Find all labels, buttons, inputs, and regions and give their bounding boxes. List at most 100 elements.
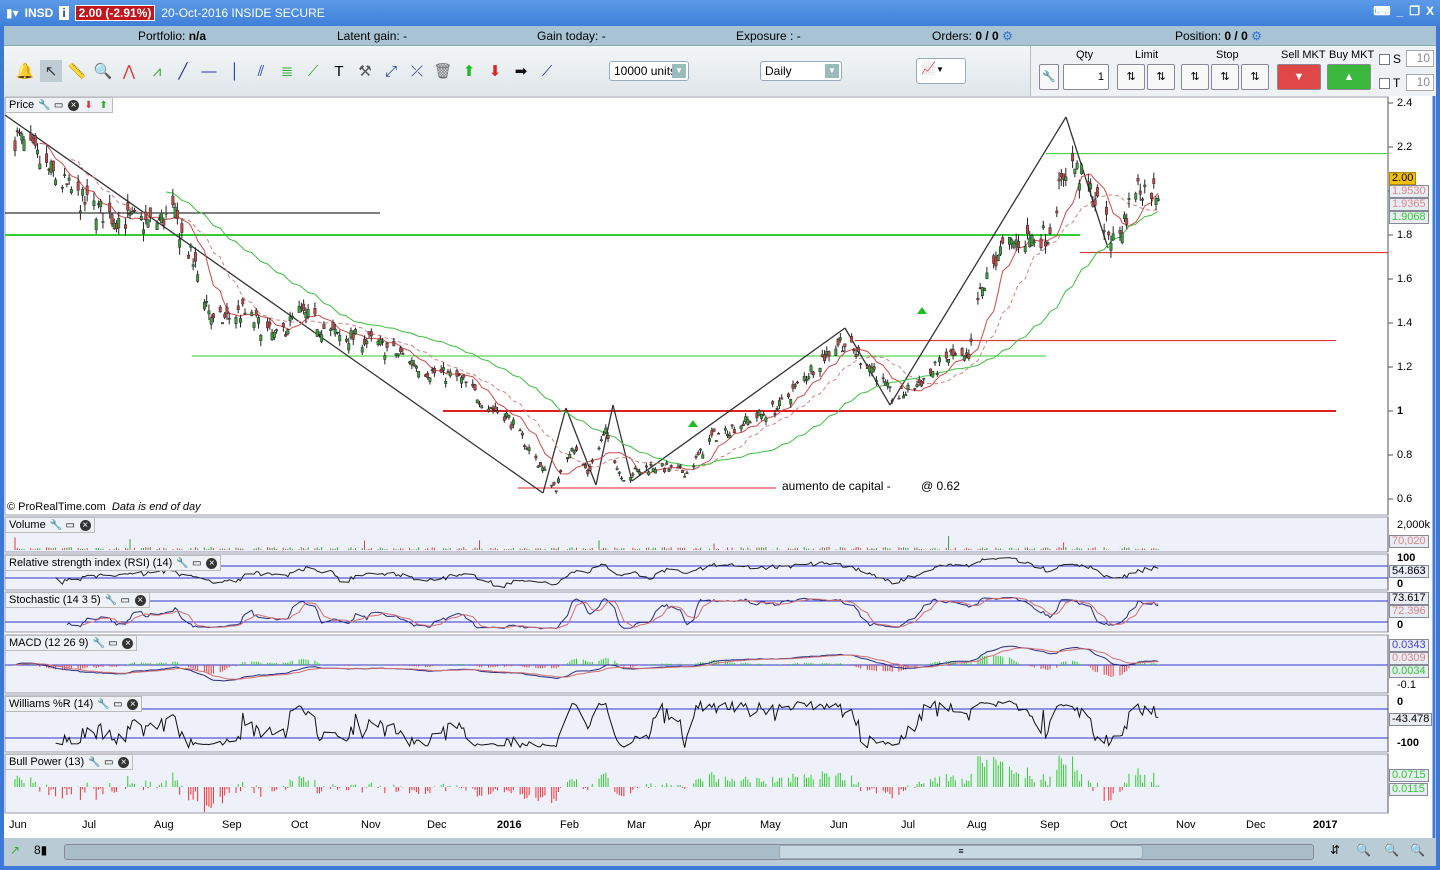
maximize-icon[interactable]: ▭ [53, 99, 64, 111]
green-arrow-up-icon[interactable]: ⬆ [99, 99, 108, 111]
wrench-icon[interactable]: 🔧 [97, 698, 110, 710]
red-arrow-down-icon[interactable]: ⬇ [488, 63, 502, 80]
tools-icon[interactable]: ⚒ [358, 63, 372, 80]
stop-button-2[interactable]: ⇅ [1211, 64, 1239, 90]
chart-area[interactable] [4, 96, 1436, 838]
maximize-icon[interactable]: ▭ [113, 698, 123, 710]
horizontal-scrollbar[interactable]: ≡ [64, 844, 1314, 860]
candle-body [967, 353, 971, 359]
trendline-icon[interactable]: ╱ [178, 63, 188, 80]
period-select[interactable]: Daily ▼ [760, 61, 842, 81]
gear-icon[interactable]: ⚙ [1002, 29, 1013, 43]
close-icon[interactable]: × [134, 594, 146, 606]
magnifier-icon[interactable]: 🔍 [93, 63, 113, 80]
horizontal-line-icon[interactable]: — [201, 62, 217, 80]
candle-body [286, 329, 290, 335]
candle-body [175, 210, 179, 219]
parallel-lines-icon[interactable]: ⫽ [257, 62, 265, 80]
sell-mkt-button[interactable]: ▼ [1277, 64, 1321, 90]
keyboard-icon[interactable]: ⌨ [1373, 4, 1391, 18]
candle-body [1046, 242, 1050, 244]
ruler-icon[interactable]: 📏 [67, 63, 87, 80]
trash-icon[interactable]: 🗑 [433, 63, 453, 80]
wrench-icon[interactable]: 🔧 [38, 99, 51, 111]
zoom-fit-icon[interactable]: 🔍 [1356, 843, 1371, 857]
pointer-icon[interactable]: ↖ [40, 60, 62, 82]
candle-body [250, 311, 254, 316]
x-tick-label: Dec [427, 819, 447, 831]
wrench-icon[interactable]: 🔧 [176, 557, 189, 569]
bell-icon[interactable]: 🔔 [15, 63, 35, 80]
close-button[interactable]: X [1425, 4, 1434, 18]
orders-total: / 0 [985, 29, 999, 43]
stop-button-1[interactable]: ⇅ [1181, 64, 1209, 90]
indicator-button[interactable]: 📈▼ [916, 58, 966, 84]
zoom-out-icon[interactable]: 🔍 [1384, 843, 1399, 857]
autoscale-icon[interactable]: ⇵ [1330, 843, 1341, 857]
segment-icon[interactable]: ⟋ [541, 62, 553, 80]
candle-body [739, 425, 743, 430]
capital-price[interactable]: @ 0.62 [921, 479, 960, 493]
stop-button-3[interactable]: ⇅ [1241, 64, 1269, 90]
buy-mkt-button[interactable]: ▲ [1327, 64, 1371, 90]
maximize-icon[interactable]: ▭ [103, 756, 114, 768]
restore-button[interactable]: ❐ [1409, 4, 1420, 18]
triangle-pattern-icon[interactable]: ⋀ [122, 63, 136, 80]
candle-body [1093, 199, 1097, 206]
indicator-chart-icon: 📈 [921, 61, 936, 75]
s-checkbox[interactable] [1379, 54, 1390, 65]
minimize-button[interactable]: _ [1396, 4, 1404, 18]
close-icon[interactable]: × [127, 698, 139, 710]
candle-body [146, 219, 150, 228]
wrench-icon[interactable]: 🔧 [1039, 64, 1059, 90]
close-icon[interactable]: × [68, 99, 80, 111]
candle-body [272, 331, 276, 339]
maximize-icon[interactable]: ▭ [65, 519, 75, 531]
maximize-icon[interactable]: ▭ [120, 594, 130, 606]
maximize-icon[interactable]: ▭ [192, 557, 202, 569]
candle-icon[interactable]: ▮▾ [6, 6, 19, 20]
units-select[interactable]: 10000 units ▼ [609, 61, 689, 81]
vertical-line-icon[interactable]: │ [230, 62, 240, 80]
limit-modify-button[interactable]: ⇅ [1147, 64, 1175, 90]
cross-line-icon[interactable]: ⤫ [410, 62, 423, 80]
line-ends-icon[interactable]: ⤢ [384, 62, 397, 80]
scrollbar-thumb[interactable]: ≡ [779, 845, 1143, 859]
fibonacci-icon[interactable]: ≣ [280, 63, 294, 80]
close-icon[interactable]: × [206, 557, 218, 569]
candle-body [633, 467, 637, 470]
channel-icon[interactable]: ⟋ [307, 62, 319, 80]
wrench-icon[interactable]: 🔧 [49, 519, 63, 531]
wrench-icon[interactable]: 🔧 [92, 637, 105, 649]
t-input[interactable]: 10 [1406, 74, 1434, 91]
limit-sell-button[interactable]: ⇅ [1117, 64, 1145, 90]
candle-body [699, 448, 702, 451]
zigzag-icon[interactable]: ⩘ [152, 62, 162, 80]
green-arrow-up-icon[interactable]: ⬆ [462, 63, 476, 80]
candle-body [841, 350, 845, 353]
zoom-in-icon[interactable]: 🔍 [1410, 843, 1425, 857]
close-icon[interactable]: × [79, 519, 91, 531]
maximize-icon[interactable]: ▭ [108, 637, 118, 649]
text-icon[interactable]: T [334, 62, 344, 80]
info-icon[interactable]: i [59, 6, 69, 20]
candle-style-icon[interactable]: 8▮ [34, 843, 48, 857]
wrench-icon[interactable]: 🔧 [88, 756, 101, 768]
export-icon[interactable]: ↗ [10, 843, 21, 857]
x-tick-label: Sep [1040, 819, 1060, 831]
close-icon[interactable]: × [118, 756, 130, 768]
close-icon[interactable]: × [122, 637, 134, 649]
gear-icon[interactable]: ⚙ [1251, 29, 1262, 43]
capital-annotation[interactable]: aumento de capital - [782, 479, 891, 493]
rsi-tag: 54.863 [1389, 565, 1429, 578]
t-checkbox[interactable] [1379, 78, 1390, 89]
black-arrow-right-icon[interactable]: ➡ [514, 63, 528, 80]
candle-body [412, 363, 416, 366]
wrench-icon[interactable]: 🔧 [104, 594, 118, 606]
candle-body [399, 347, 403, 352]
qty-input[interactable]: 1 [1063, 64, 1109, 90]
candle-body [139, 216, 143, 220]
s-input[interactable]: 10 [1406, 50, 1434, 67]
red-arrow-down-icon[interactable]: ⬇ [84, 99, 93, 111]
symbol[interactable]: INSD [24, 6, 54, 20]
